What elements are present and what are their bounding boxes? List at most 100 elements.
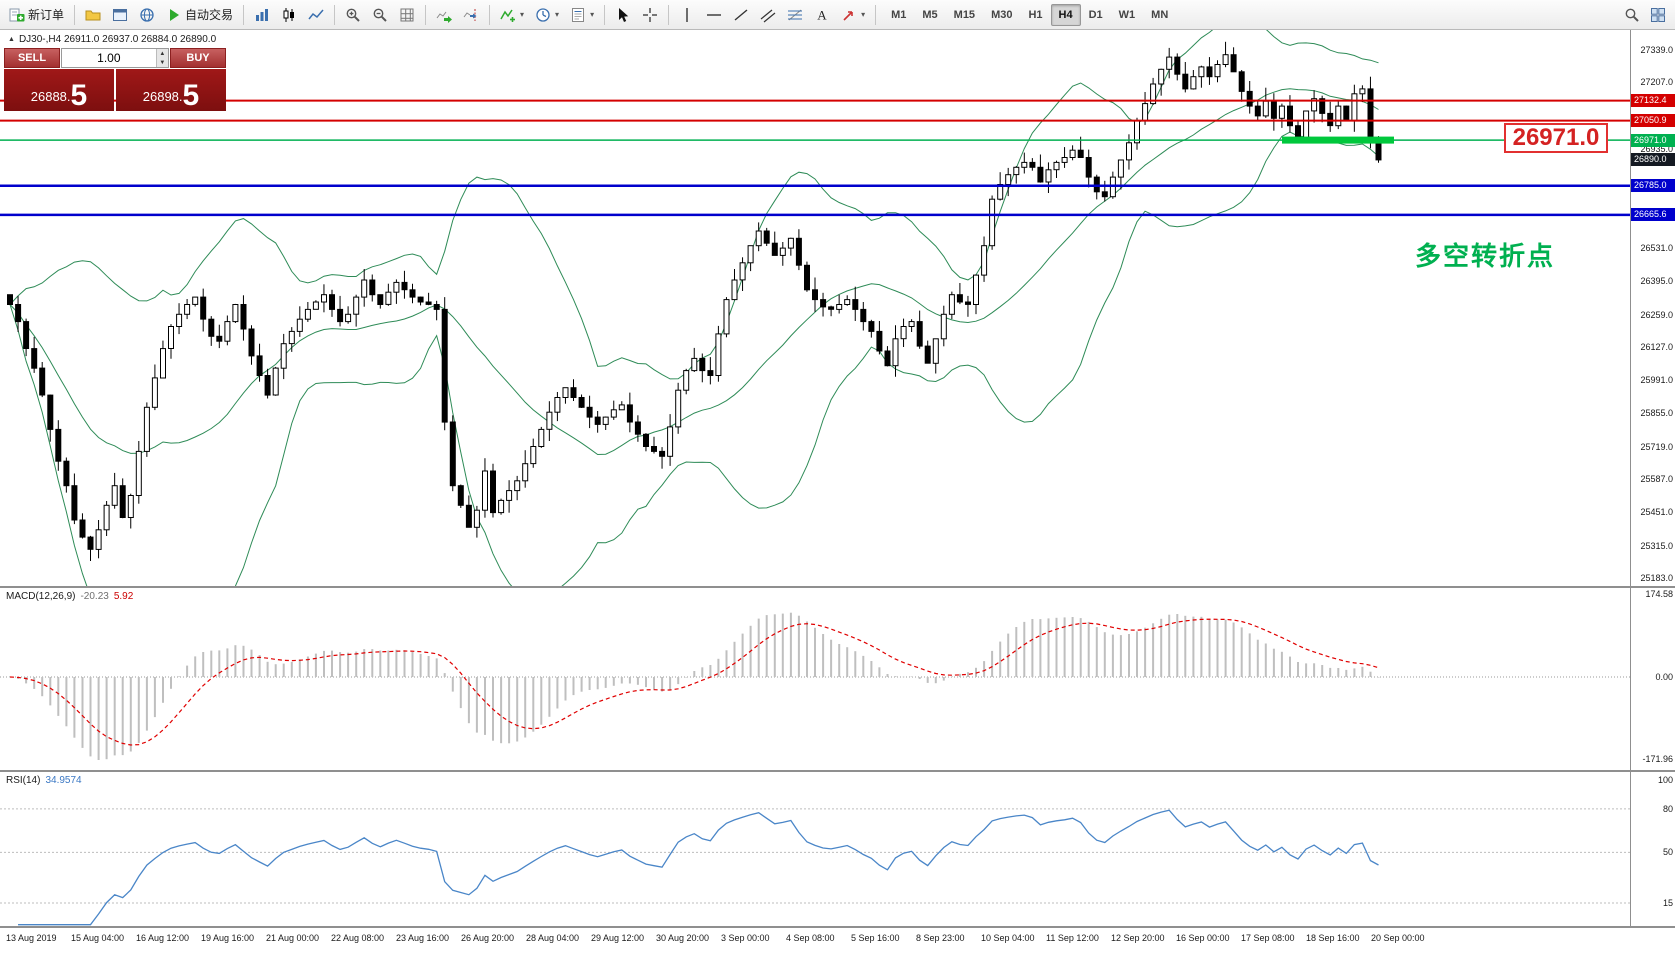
time-label: 17 Sep 08:00 xyxy=(1241,933,1295,943)
crosshair-icon xyxy=(642,7,658,23)
candle xyxy=(345,306,352,324)
volume-up-button[interactable]: ▲ xyxy=(155,49,168,58)
candle xyxy=(321,284,327,313)
horizontal-line-button[interactable] xyxy=(701,3,727,27)
timeframe-h1-button[interactable]: H1 xyxy=(1020,4,1050,26)
price-tick-label: 26259.0 xyxy=(1640,310,1673,320)
macd-signal-value: 5.92 xyxy=(113,591,134,602)
candlestick-chart[interactable] xyxy=(0,30,1630,586)
timeframe-d1-button[interactable]: D1 xyxy=(1081,4,1111,26)
timeframe-mn-button[interactable]: MN xyxy=(1143,4,1176,26)
zoom-out-button[interactable] xyxy=(367,3,393,27)
time-axis[interactable]: 13 Aug 2019 15 Aug 04:00 16 Aug 12:00 19 Au… xyxy=(0,928,1675,953)
buy-price[interactable]: 26898. 5 xyxy=(116,69,226,111)
macd-histogram xyxy=(9,612,1380,760)
candle xyxy=(385,283,392,306)
fibonacci-retracement-button[interactable] xyxy=(782,3,808,27)
bar-chart-button[interactable] xyxy=(249,3,275,27)
candle xyxy=(473,505,480,538)
candle xyxy=(594,411,601,433)
timeframe-w1-button[interactable]: W1 xyxy=(1111,4,1144,26)
indicators-button[interactable]: ▾ xyxy=(495,3,529,27)
support-zone-highlight[interactable] xyxy=(1282,136,1394,144)
candle xyxy=(626,392,633,433)
rsi-panel[interactable] xyxy=(0,772,1630,926)
hline-icon xyxy=(706,7,722,23)
candle xyxy=(820,292,827,317)
candle xyxy=(232,303,239,323)
timeframe-m30-button[interactable]: M30 xyxy=(983,4,1020,26)
timeframe-h4-button[interactable]: H4 xyxy=(1050,3,1081,26)
buy-button[interactable]: BUY xyxy=(170,48,226,68)
profiles-button[interactable] xyxy=(80,3,106,27)
candlestick-chart-button[interactable] xyxy=(276,3,302,27)
candle xyxy=(1254,101,1261,121)
grid-icon xyxy=(399,7,415,23)
grid-button[interactable] xyxy=(394,3,420,27)
timeframe-m15-button[interactable]: M15 xyxy=(946,4,983,26)
market-watch-button[interactable] xyxy=(134,3,160,27)
cursor-button[interactable] xyxy=(610,3,636,27)
macd-panel[interactable] xyxy=(0,588,1630,770)
search-button[interactable] xyxy=(1619,3,1645,27)
candle xyxy=(1182,62,1189,93)
candle xyxy=(47,394,54,442)
price-line-tag: 26665.6 xyxy=(1631,208,1675,221)
candle xyxy=(1303,110,1310,140)
time-label: 18 Sep 16:00 xyxy=(1306,933,1360,943)
candle xyxy=(417,296,424,306)
chevron-down-icon: ▾ xyxy=(520,10,525,19)
time-label: 15 Aug 04:00 xyxy=(71,933,125,943)
candle xyxy=(31,336,38,373)
tline-icon xyxy=(733,7,749,23)
crosshair-button[interactable] xyxy=(637,3,663,27)
new-order-icon xyxy=(9,7,25,23)
arrows-tool-button[interactable]: ▾ xyxy=(836,3,870,27)
rsi-timeaxis-separator xyxy=(0,926,1675,928)
periods-button[interactable]: ▾ xyxy=(530,3,564,27)
volume-input[interactable] xyxy=(62,49,156,67)
timeframe-m5-button[interactable]: M5 xyxy=(914,4,945,26)
macd-signal-line xyxy=(9,618,1379,746)
templates-button[interactable]: ▾ xyxy=(565,3,599,27)
candle xyxy=(578,394,585,408)
sell-button[interactable]: SELL xyxy=(4,48,60,68)
chart-shift-button[interactable] xyxy=(458,3,484,27)
candle xyxy=(514,475,521,501)
volume-stepper: ▲ ▼ xyxy=(61,48,169,68)
search-icon xyxy=(1624,7,1640,23)
data-window-button[interactable] xyxy=(107,3,133,27)
equidistant-channel-button[interactable] xyxy=(755,3,781,27)
candle xyxy=(1262,87,1269,118)
layouts-button[interactable] xyxy=(1645,3,1671,27)
candle xyxy=(369,274,376,302)
candle xyxy=(892,325,899,377)
horizontal-level-line[interactable] xyxy=(0,136,1630,144)
chart-macd-separator[interactable] xyxy=(0,586,1675,588)
candle xyxy=(216,324,223,349)
candle xyxy=(965,295,971,317)
candle xyxy=(1327,101,1334,132)
rsi-axis-label: 15 xyxy=(1662,898,1673,908)
arrowtool-icon xyxy=(841,7,857,23)
rsi-line xyxy=(18,809,1379,926)
text-tool-button[interactable]: A xyxy=(809,3,835,27)
zoom-in-button[interactable] xyxy=(340,3,366,27)
price-level-callout[interactable]: 26971.0 xyxy=(1504,123,1608,153)
macd-rsi-separator[interactable] xyxy=(0,770,1675,772)
volume-down-button[interactable]: ▼ xyxy=(155,58,168,67)
new-order-button[interactable]: 新订单 xyxy=(4,3,69,27)
algo-trading-button[interactable]: 自动交易 xyxy=(161,3,238,27)
toolbar-separator xyxy=(243,4,245,25)
sell-price[interactable]: 26888. 5 xyxy=(4,69,114,111)
line-chart-button[interactable] xyxy=(303,3,329,27)
candle xyxy=(715,325,722,382)
buy-price-big-digit: 5 xyxy=(182,78,200,112)
time-label: 26 Aug 20:00 xyxy=(461,933,515,943)
timeframe-m1-button[interactable]: M1 xyxy=(883,4,914,26)
vertical-line-button[interactable] xyxy=(674,3,700,27)
trendline-button[interactable] xyxy=(728,3,754,27)
auto-scroll-button[interactable] xyxy=(431,3,457,27)
price-axis[interactable]: 27339.0 27207.0 26935.0 26531.0 26395.0 26259… xyxy=(1630,30,1675,928)
symbol-marker-icon: ▲ xyxy=(8,36,15,43)
